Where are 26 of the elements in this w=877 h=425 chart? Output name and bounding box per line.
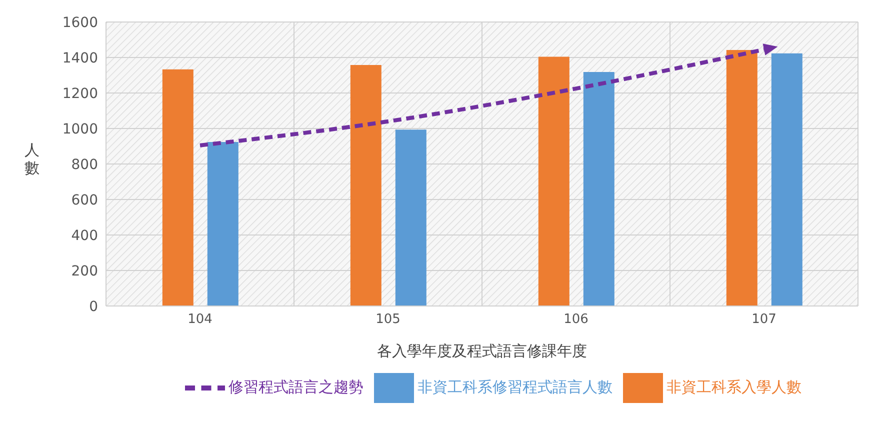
bar <box>162 69 194 306</box>
x-tick-label: 107 <box>752 312 776 328</box>
y-tick-label: 800 <box>71 156 98 173</box>
legend-label: 非資工科系入學人數 <box>666 378 802 396</box>
y-tick-label: 1000 <box>62 121 98 138</box>
y-tick-label: 600 <box>71 192 98 208</box>
x-tick-label: 104 <box>188 312 212 328</box>
legend-label: 非資工科系修習程式語言人數 <box>418 378 612 396</box>
y-tick-label: 400 <box>71 228 98 244</box>
x-tick-label: 106 <box>564 312 588 328</box>
bar <box>395 130 426 306</box>
bar <box>771 53 802 306</box>
bar <box>583 72 614 306</box>
y-tick-label: 1200 <box>62 86 98 102</box>
y-tick-label: 0 <box>89 298 98 315</box>
bar <box>726 50 758 306</box>
bar <box>538 56 570 306</box>
x-tick-label: 105 <box>376 312 400 328</box>
x-axis-title: 各入學年度及程式語言修課年度 <box>377 342 587 360</box>
legend-label: 修習程式語言之趨勢 <box>228 378 364 396</box>
bar <box>350 64 382 306</box>
bar <box>207 142 238 306</box>
y-tick-label: 1600 <box>62 14 98 31</box>
y-axis-title: 人數 <box>24 141 40 177</box>
y-tick-label: 200 <box>71 263 98 280</box>
y-tick-label: 1400 <box>62 50 98 66</box>
